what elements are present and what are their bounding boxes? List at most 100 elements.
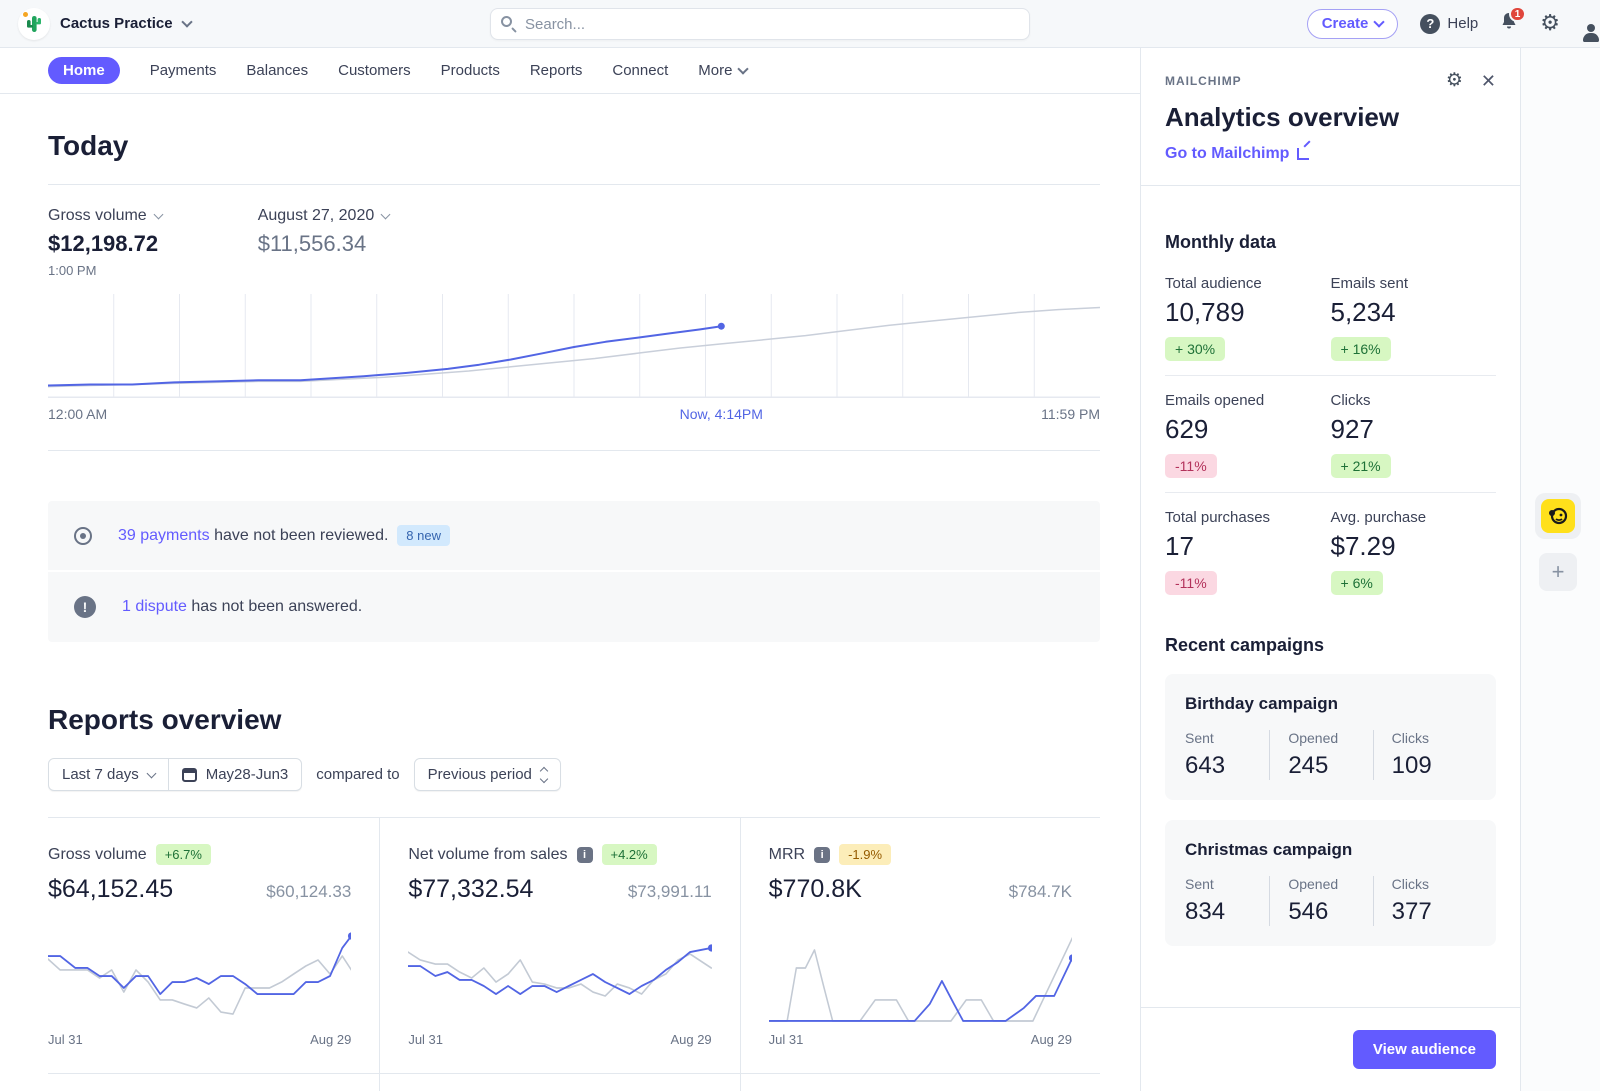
mailchimp-icon: [1541, 499, 1575, 533]
compare-select[interactable]: Previous period: [415, 759, 560, 790]
plus-icon: +: [1552, 561, 1565, 583]
go-to-mailchimp-link[interactable]: Go to Mailchimp: [1165, 145, 1309, 163]
info-icon[interactable]: i: [814, 847, 830, 863]
help-button[interactable]: ? Help: [1420, 14, 1478, 34]
main-column: Home Payments Balances Customers Product…: [0, 48, 1141, 1091]
more-label: More: [698, 62, 732, 79]
date-range-button[interactable]: May28-Jun3: [168, 759, 302, 790]
stat-label: Opened: [1288, 730, 1372, 746]
gross-volume-block: Gross volume $12,198.72 1:00 PM: [48, 207, 162, 278]
chevron-down-icon: [153, 209, 163, 219]
search-input[interactable]: [490, 8, 1030, 40]
cactus-logo: [18, 8, 50, 40]
stat-value: 629: [1165, 414, 1331, 445]
search-container: [490, 8, 1030, 40]
settings-button[interactable]: ⚙: [1540, 12, 1560, 35]
calendar-icon: [182, 768, 197, 782]
tab-customers[interactable]: Customers: [338, 62, 411, 79]
view-audience-button[interactable]: View audience: [1353, 1030, 1496, 1069]
date-selector[interactable]: August 27, 2020: [258, 207, 390, 225]
sparkline-net-volume: [408, 926, 711, 1026]
metrics-row-1: Gross volume i +6.7% $64,152.45 $60,124.…: [48, 817, 1100, 1073]
campaign-stat-clicks: Clicks 377: [1373, 876, 1476, 926]
stat-label: Sent: [1185, 876, 1269, 892]
stat-emails-opened: Emails opened 629 -11%: [1165, 392, 1331, 478]
today-chart: [48, 294, 1100, 398]
payments-link[interactable]: 39 payments: [118, 527, 210, 544]
tab-more[interactable]: More: [698, 62, 747, 79]
tab-home[interactable]: Home: [48, 57, 120, 84]
dispute-link[interactable]: 1 dispute: [122, 598, 187, 615]
stat-value: 17: [1165, 531, 1331, 562]
stat-label: Total purchases: [1165, 509, 1331, 526]
panel-settings-gear-icon[interactable]: ⚙: [1446, 70, 1463, 92]
chevron-down-icon: [181, 16, 192, 27]
axis-label-start: Jul 31: [769, 1032, 804, 1047]
axis-label-end: Aug 29: [670, 1032, 711, 1047]
tab-reports[interactable]: Reports: [530, 62, 583, 79]
axis-label-now: Now, 4:14PM: [680, 406, 763, 422]
notice-text: 1 dispute has not been answered.: [122, 598, 362, 616]
change-badge: +4.2%: [602, 844, 657, 865]
metric-card-high-risk-payments: High risk payments i -0.2% 254: [740, 1074, 1100, 1091]
stat-badge: + 30%: [1165, 337, 1225, 361]
stat-badge: + 6%: [1331, 571, 1383, 595]
tab-payments[interactable]: Payments: [150, 62, 217, 79]
notifications-button[interactable]: 1: [1500, 12, 1518, 35]
stat-value: 5,234: [1331, 297, 1497, 328]
stat-label: Clicks: [1392, 876, 1476, 892]
new-badge: 8 new: [397, 525, 450, 546]
chevron-down-icon: [1374, 16, 1385, 27]
alert-icon: !: [74, 596, 96, 618]
metric-label: MRR: [769, 846, 805, 864]
stat-value: 643: [1185, 752, 1269, 780]
change-badge: -1.9%: [839, 844, 891, 865]
panel-kicker: MAILCHIMP: [1165, 74, 1242, 88]
monthly-data-heading: Monthly data: [1165, 232, 1496, 253]
today-heading: Today: [48, 130, 1100, 162]
compare-select-wrap: Previous period: [414, 758, 561, 791]
info-icon[interactable]: i: [577, 847, 593, 863]
notice-text: 39 payments have not been reviewed. 8 ne…: [118, 525, 450, 546]
stat-label: Avg. purchase: [1331, 509, 1497, 526]
notice-payments-text: have not been reviewed.: [214, 527, 388, 544]
tab-products[interactable]: Products: [441, 62, 500, 79]
metric-value: $770.8K: [769, 875, 862, 904]
stat-label: Emails opened: [1165, 392, 1331, 409]
panel-title: Analytics overview: [1165, 102, 1496, 133]
range-selector[interactable]: Last 7 days: [49, 759, 168, 790]
panel-close-icon[interactable]: ✕: [1481, 72, 1496, 90]
notice-dispute-text: has not been answered.: [191, 598, 362, 615]
chevron-down-icon: [738, 63, 749, 74]
gear-icon: ⚙: [1540, 10, 1560, 35]
stat-avg-purchase: Avg. purchase $7.29 + 6%: [1331, 509, 1497, 595]
stat-value: 927: [1331, 414, 1497, 445]
mailchimp-app-button[interactable]: [1535, 493, 1581, 539]
monthly-stats: Total audience 10,789 + 30% Emails sent …: [1165, 259, 1496, 609]
stat-label: Clicks: [1392, 730, 1476, 746]
notice-payments-review: 39 payments have not been reviewed. 8 ne…: [48, 501, 1100, 570]
chevron-down-icon: [381, 209, 391, 219]
axis-label-end: 11:59 PM: [1041, 406, 1100, 422]
add-app-button[interactable]: +: [1539, 553, 1577, 591]
metric-compare-value: $60,124.33: [266, 882, 351, 902]
notices: 39 payments have not been reviewed. 8 ne…: [48, 501, 1100, 642]
metric-card-mrr: MRR i -1.9% $770.8K $784.7K Jul 31 Aug 2…: [740, 818, 1100, 1073]
tab-connect[interactable]: Connect: [612, 62, 668, 79]
comparison-date-label: August 27, 2020: [258, 207, 375, 225]
question-icon: ?: [1420, 14, 1440, 34]
stat-label: Clicks: [1331, 392, 1497, 409]
topbar: Cactus Practice Create ? Help 1 ⚙: [0, 0, 1600, 48]
create-button[interactable]: Create: [1307, 9, 1399, 39]
stat-badge: -11%: [1165, 571, 1217, 595]
gross-volume-selector[interactable]: Gross volume: [48, 207, 162, 225]
campaign-card-christmas: Christmas campaign Sent 834 Opened 546 C…: [1165, 820, 1496, 946]
stat-badge: -11%: [1165, 454, 1217, 478]
org-switcher[interactable]: Cactus Practice: [18, 8, 191, 40]
sparkline-gross-volume: [48, 926, 351, 1026]
axis-label-start: 12:00 AM: [48, 406, 107, 422]
tab-balances[interactable]: Balances: [246, 62, 308, 79]
metrics-row-2: Successful payments i -3.3% 5,823 Revenu…: [48, 1073, 1100, 1091]
stat-emails-sent: Emails sent 5,234 + 16%: [1331, 275, 1497, 361]
stat-label: Opened: [1288, 876, 1372, 892]
